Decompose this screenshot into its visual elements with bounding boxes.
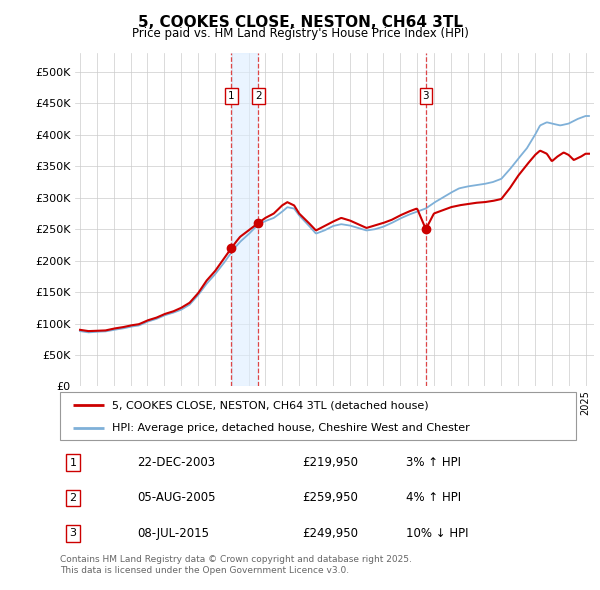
FancyBboxPatch shape xyxy=(60,392,576,440)
Text: 1: 1 xyxy=(228,91,235,101)
Text: 5, COOKES CLOSE, NESTON, CH64 3TL: 5, COOKES CLOSE, NESTON, CH64 3TL xyxy=(137,15,463,30)
Text: 4% ↑ HPI: 4% ↑ HPI xyxy=(406,491,461,504)
Text: 2: 2 xyxy=(255,91,262,101)
Text: 1: 1 xyxy=(70,457,76,467)
Text: 3: 3 xyxy=(70,529,76,539)
Text: 22-DEC-2003: 22-DEC-2003 xyxy=(137,456,215,469)
Text: £259,950: £259,950 xyxy=(302,491,358,504)
Text: Price paid vs. HM Land Registry's House Price Index (HPI): Price paid vs. HM Land Registry's House … xyxy=(131,27,469,40)
Text: 10% ↓ HPI: 10% ↓ HPI xyxy=(406,527,468,540)
Text: 08-JUL-2015: 08-JUL-2015 xyxy=(137,527,209,540)
Bar xyxy=(232,53,259,386)
Text: 3: 3 xyxy=(422,91,429,101)
Text: 5, COOKES CLOSE, NESTON, CH64 3TL (detached house): 5, COOKES CLOSE, NESTON, CH64 3TL (detac… xyxy=(112,400,428,410)
Text: HPI: Average price, detached house, Cheshire West and Chester: HPI: Average price, detached house, Ches… xyxy=(112,423,469,432)
Text: 3% ↑ HPI: 3% ↑ HPI xyxy=(406,456,461,469)
Text: £249,950: £249,950 xyxy=(302,527,359,540)
Text: £219,950: £219,950 xyxy=(302,456,359,469)
Text: 2: 2 xyxy=(70,493,76,503)
Text: 05-AUG-2005: 05-AUG-2005 xyxy=(137,491,216,504)
Text: Contains HM Land Registry data © Crown copyright and database right 2025.
This d: Contains HM Land Registry data © Crown c… xyxy=(60,555,412,575)
